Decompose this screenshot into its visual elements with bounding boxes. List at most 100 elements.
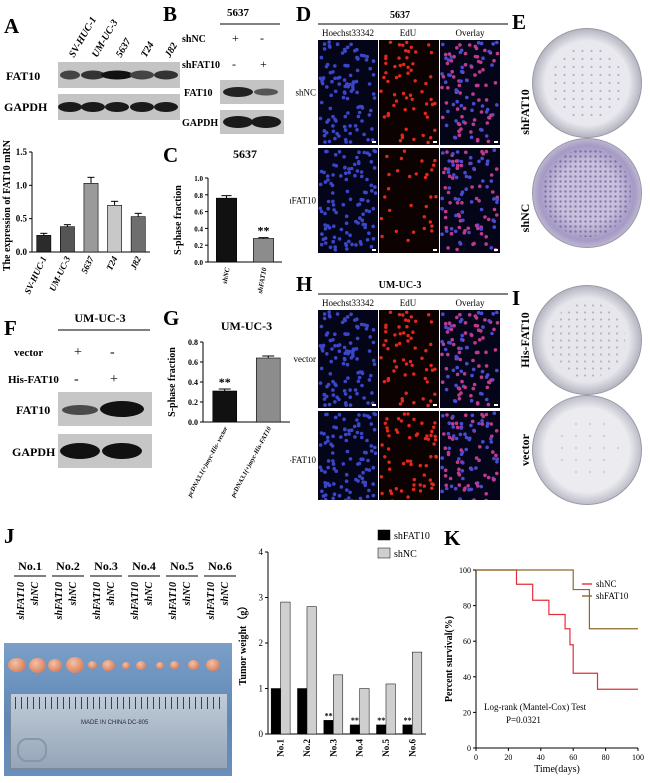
- cell-nucleus: [443, 167, 448, 171]
- cell-nucleus: [460, 65, 464, 70]
- cell-nucleus: [348, 233, 352, 237]
- y-tick-label: 2: [259, 638, 264, 648]
- cell-nucleus: [358, 240, 363, 244]
- cell-nucleus: [326, 178, 330, 182]
- cell-nucleus: [325, 174, 330, 178]
- cell-nucleus: [348, 395, 352, 399]
- cell-nucleus: [470, 419, 475, 424]
- cell-nucleus: [458, 43, 462, 47]
- cell-nucleus: [412, 372, 416, 376]
- cell-nucleus: [455, 89, 460, 94]
- cell-nucleus: [400, 397, 404, 401]
- cell-nucleus: [451, 425, 455, 429]
- cell-nucleus: [323, 484, 328, 488]
- cell-nucleus: [469, 398, 474, 403]
- cell-nucleus: [421, 133, 425, 138]
- cell-nucleus: [443, 80, 448, 84]
- cell-nucleus: [471, 242, 475, 247]
- y-tick-label: 0.0: [16, 247, 28, 257]
- cell-nucleus: [455, 201, 460, 205]
- cell-nucleus: [387, 460, 391, 464]
- cell-nucleus: [369, 373, 373, 378]
- cell-nucleus: [359, 322, 364, 327]
- cell-nucleus: [433, 392, 437, 396]
- category-label: No.6: [407, 739, 417, 757]
- y-tick-label: 0.2: [188, 398, 198, 407]
- cell-nucleus: [457, 133, 462, 137]
- panel-f-band: [100, 401, 144, 417]
- cell-nucleus: [447, 446, 452, 451]
- cell-nucleus: [406, 71, 410, 75]
- bar: [130, 216, 146, 253]
- cell-nucleus: [328, 245, 333, 250]
- bar: [60, 226, 75, 253]
- y-tick-label: 60: [463, 637, 471, 646]
- cell-nucleus: [342, 345, 347, 350]
- cell-nucleus: [350, 499, 354, 500]
- cell-nucleus: [433, 158, 437, 163]
- cell-nucleus: [449, 227, 454, 231]
- cell-nucleus: [443, 209, 448, 214]
- cell-nucleus: [429, 136, 433, 140]
- panel-d-edu: 5637 Hoechst33342 EdU Overlay shNC shFAT10: [290, 10, 508, 253]
- cell-nucleus: [455, 107, 460, 111]
- cell-nucleus: [422, 215, 426, 219]
- cell-nucleus: [322, 312, 327, 316]
- cell-nucleus: [449, 231, 454, 236]
- cell-nucleus: [455, 460, 460, 464]
- cell-nucleus: [348, 403, 353, 407]
- cell-nucleus: [372, 427, 377, 432]
- cell-nucleus: [345, 488, 349, 492]
- cell-nucleus: [356, 479, 360, 483]
- cell-nucleus: [442, 432, 446, 436]
- cell-nucleus: [364, 327, 369, 331]
- cell-nucleus: [339, 485, 344, 489]
- bar: [253, 238, 274, 263]
- cell-nucleus: [406, 333, 410, 338]
- cell-nucleus: [333, 117, 337, 122]
- panel-label-h: H: [296, 272, 313, 296]
- cell-nucleus: [495, 103, 499, 107]
- cell-nucleus: [430, 429, 434, 434]
- cell-nucleus: [323, 241, 328, 245]
- micrograph: [379, 40, 439, 145]
- cell-nucleus: [458, 50, 463, 55]
- cell-nucleus: [332, 482, 336, 486]
- cell-nucleus: [449, 484, 454, 489]
- cell-nucleus: [464, 150, 468, 155]
- cell-nucleus: [484, 375, 489, 379]
- column-label: Hoechst33342: [322, 28, 374, 38]
- cell-nucleus: [409, 315, 413, 319]
- micrograph: [440, 148, 500, 253]
- tumor: [102, 659, 115, 671]
- panel-j-chart: 0 1 2 3 4 Tumor weight（g） ** No.1 ** No.2 ** No.3 **…: [236, 529, 430, 757]
- cell-nucleus: [489, 113, 493, 118]
- cell-nucleus: [484, 412, 489, 417]
- cell-nucleus: [373, 185, 377, 189]
- cell-nucleus: [369, 444, 374, 448]
- tumor: [88, 661, 97, 669]
- category-label: pcDNA3.1(+)myc-His-FAT10: [229, 425, 273, 499]
- cell-nucleus: [348, 490, 352, 495]
- cell-nucleus: [494, 167, 499, 171]
- cell-nucleus: [428, 220, 432, 224]
- cell-nucleus: [353, 318, 357, 322]
- cell-nucleus: [470, 413, 475, 418]
- cell-nucleus: [332, 224, 336, 228]
- legend-swatch: [377, 529, 391, 541]
- cell-nucleus: [440, 465, 444, 470]
- fat10-band: [101, 70, 133, 80]
- y-tick-label: 100: [459, 566, 471, 575]
- group-label: shNC: [106, 582, 117, 607]
- cell-nucleus: [440, 115, 445, 120]
- cell-nucleus: [327, 40, 331, 44]
- cell-nucleus: [430, 486, 434, 490]
- cell-nucleus: [486, 217, 491, 222]
- legend-label: shFAT10: [394, 531, 430, 542]
- cell-nucleus: [386, 187, 391, 191]
- cell-nucleus: [469, 130, 473, 134]
- cell-nucleus: [469, 333, 474, 338]
- cell-nucleus: [367, 209, 372, 214]
- cell-nucleus: [406, 319, 411, 323]
- cell-nucleus: [346, 376, 350, 380]
